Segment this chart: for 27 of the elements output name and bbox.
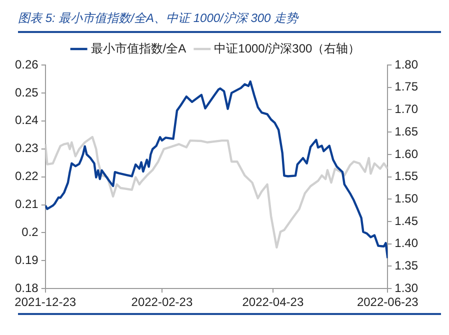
y2-tick-label: 1.35 [394, 258, 418, 273]
legend-label: 中证1000/沪深300（右轴） [214, 41, 360, 56]
y2-tick-label: 1.30 [394, 280, 418, 295]
y2-tick-label: 1.55 [394, 169, 418, 184]
y-tick-label: 0.21 [14, 197, 39, 212]
x-tick-label: 2022-02-23 [131, 295, 193, 310]
x-tick-label: 2022-04-23 [242, 295, 304, 310]
y2-tick-label: 1.45 [394, 214, 418, 228]
y-tick-label: 0.22 [14, 169, 39, 184]
y2-tick-label: 1.65 [394, 124, 418, 138]
x-tick-label: 2022-06-23 [356, 295, 419, 310]
y-tick-label: 0.2 [22, 225, 39, 240]
legend-label: 最小市值指数/全A [90, 41, 186, 56]
y2-tick-label: 1.50 [394, 191, 418, 206]
y-tick-label: 0.18 [14, 280, 39, 295]
y2-tick-label: 1.75 [394, 80, 418, 94]
y2-tick-label: 1.80 [394, 57, 418, 72]
y-tick-label: 0.23 [14, 141, 39, 156]
y-tick-label: 0.19 [14, 252, 39, 267]
y2-tick-label: 1.40 [394, 236, 418, 250]
chart-title: 图表 5: 最小市值指数/全A、中证 1000/沪深 300 走势 [17, 10, 300, 27]
y-tick-label: 0.26 [14, 57, 39, 72]
y2-tick-label: 1.60 [394, 146, 418, 161]
y-tick-label: 0.24 [14, 113, 39, 128]
y-tick-label: 0.25 [14, 85, 39, 100]
y2-tick-label: 1.70 [394, 102, 418, 116]
x-tick-label: 2021-12-23 [14, 295, 76, 310]
